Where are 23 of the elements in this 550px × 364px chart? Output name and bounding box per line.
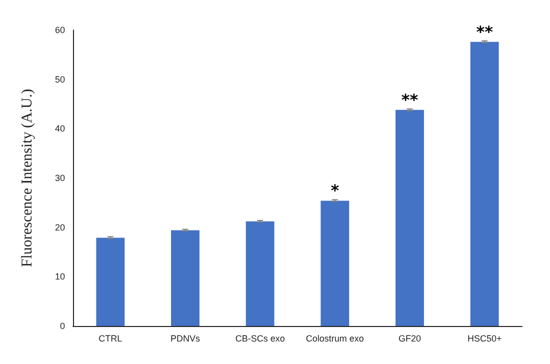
- annotation: **: [401, 90, 419, 110]
- y-tick-label: 20: [54, 222, 65, 232]
- x-tick-label: GF20: [398, 334, 422, 344]
- y-tick-label: 60: [54, 25, 65, 35]
- y-tick-label: 40: [54, 124, 65, 134]
- annotation: **: [476, 22, 494, 42]
- x-tick-label: CB-SCs exo: [235, 334, 285, 344]
- x-tick-label: Colostrum exo: [306, 334, 364, 344]
- bar: [96, 238, 125, 326]
- bar: [320, 200, 350, 326]
- y-axis-title: Fluorescence Intensity (A.U.): [20, 88, 36, 268]
- bar: [246, 221, 274, 326]
- x-tick-label: HSC50+: [467, 334, 502, 344]
- bar: [396, 110, 424, 326]
- y-tick-label: 10: [54, 272, 65, 282]
- y-tick-label: 50: [54, 74, 65, 84]
- y-tick-label: 30: [54, 173, 65, 183]
- x-tick-label: PDNVs: [170, 334, 200, 344]
- bar: [470, 42, 499, 326]
- y-tick-label: 0: [60, 321, 65, 331]
- bar: [171, 230, 200, 326]
- x-tick-label: CTRL: [98, 334, 122, 344]
- annotation: *: [330, 181, 340, 200]
